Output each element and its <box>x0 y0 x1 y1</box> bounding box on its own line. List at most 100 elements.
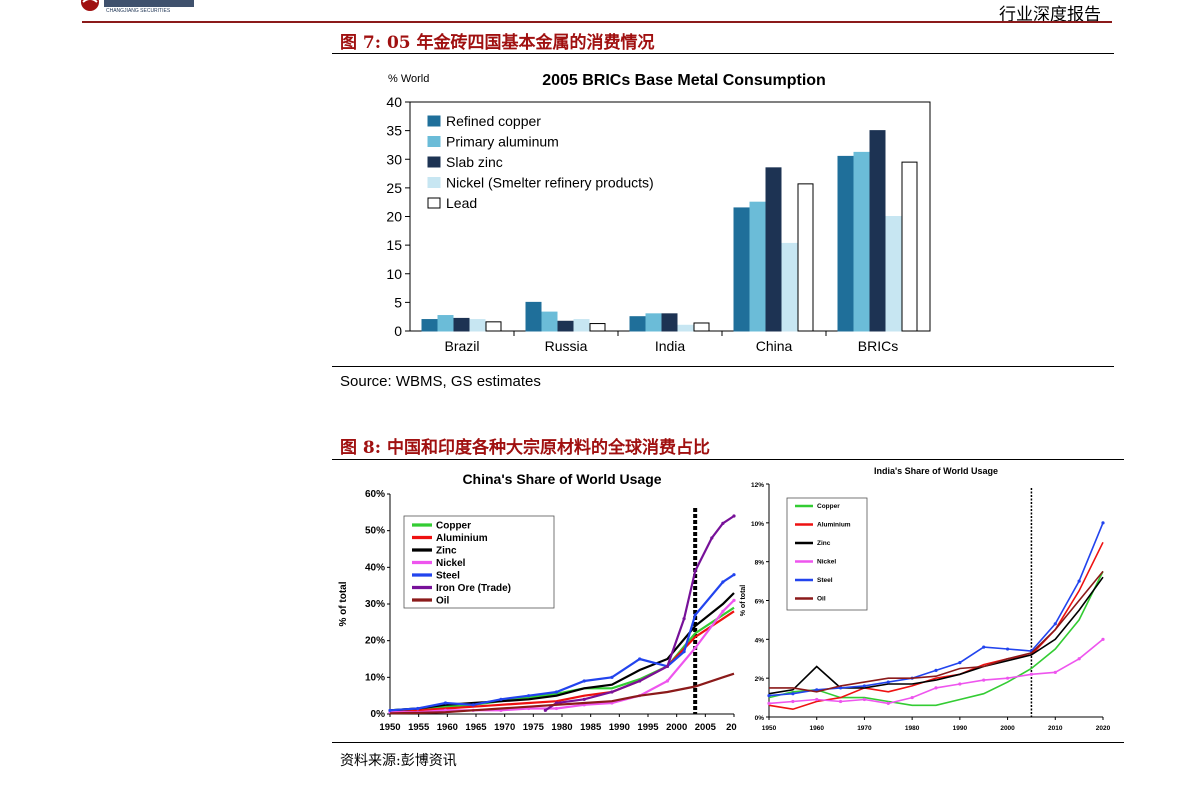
china-series-aluminium <box>389 610 735 714</box>
india-point-steel <box>958 661 962 665</box>
india-point-nickel <box>1053 670 1057 674</box>
china-point-steel <box>471 703 475 707</box>
india-point-nickel <box>958 682 962 686</box>
bar-russia-nickel-smelter-refinery-products <box>573 319 590 332</box>
india-point-steel <box>767 694 771 698</box>
bar-chart-xtick-label: BRICs <box>858 338 898 354</box>
company-logo: CHANGJIANG SECURITIES <box>81 0 194 14</box>
india-point-nickel <box>934 686 938 690</box>
bar-brazil-refined-copper <box>421 319 438 332</box>
india-point-steel <box>934 668 938 672</box>
bar-brazil-primary-aluminum <box>437 315 454 332</box>
bar-china-nickel-smelter-refinery-products <box>781 242 798 332</box>
bar-chart-ytick-label: 25 <box>386 180 402 196</box>
india-point-nickel <box>1029 672 1034 676</box>
legend-label-slab-zinc: Slab zinc <box>446 154 503 170</box>
legend-label-nickel-smelter-refinery-products: Nickel (Smelter refinery products) <box>446 175 654 191</box>
china-xtick-label: 1975 <box>523 722 545 733</box>
india-series-zinc <box>768 576 1104 695</box>
bar-chart-ytick-label: 35 <box>386 123 402 139</box>
figure7-title: 图 7: 05 年金砖四国基本金属的消费情况 <box>340 33 655 53</box>
china-point-iron-ore-trade <box>665 664 670 668</box>
india-point-nickel <box>838 699 843 704</box>
bar-chart-ytick-label: 5 <box>394 294 402 310</box>
india-point-nickel <box>1101 637 1105 641</box>
bar-chart-xtick-label: Russia <box>545 338 588 354</box>
bar-india-primary-aluminum <box>645 313 662 332</box>
india-xtick-label: 2000 <box>1000 725 1015 732</box>
china-series-nickel <box>390 599 735 714</box>
india-title: India's Share of World Usage <box>874 466 998 476</box>
china-point-iron-ore-trade <box>682 617 686 621</box>
bar-russia-primary-aluminum <box>541 311 558 332</box>
bar-chart-ytick-label: 10 <box>386 266 402 282</box>
india-point-nickel <box>815 697 819 702</box>
china-point-iron-ore-trade <box>638 679 642 683</box>
header-divider <box>82 21 1112 23</box>
bar-brazil-lead <box>485 321 502 332</box>
india-point-nickel <box>862 697 867 702</box>
india-ytick-label: 12% <box>751 482 764 489</box>
china-point-steel <box>554 690 559 694</box>
china-xtick-label: 1985 <box>580 722 602 733</box>
figure8-bottom-rule <box>332 742 1124 743</box>
bar-chart-ytick-label: 30 <box>386 151 402 167</box>
legend-swatch-lead <box>427 197 441 209</box>
bar-chart-ytick-label: 15 <box>386 237 402 253</box>
china-point-steel <box>388 708 392 712</box>
figure8-source: 资料来源:彭博资讯 <box>340 753 457 769</box>
bar-russia-refined-copper <box>525 301 542 332</box>
china-point-steel <box>443 701 448 705</box>
china-ytick-label: 10% <box>365 672 385 683</box>
india-ytick-label: 4% <box>755 637 765 644</box>
figure8-title: 图 8: 中国和印度各种大宗原材料的全球消费占比 <box>340 438 710 458</box>
china-xtick-label: 1955 <box>408 722 430 733</box>
india-xtick-label: 1960 <box>809 725 824 732</box>
bar-brazil-nickel-smelter-refinery-products <box>469 319 486 332</box>
china-point-nickel <box>721 609 725 613</box>
bar-china-slab-zinc <box>765 167 782 332</box>
india-ytick-label: 6% <box>755 599 765 606</box>
china-ytick-label: 20% <box>365 636 385 647</box>
china-legend-label-copper: Copper <box>436 520 471 531</box>
china-point-steel <box>527 694 531 698</box>
bar-india-lead <box>693 322 710 332</box>
india-xtick-label: 1990 <box>953 725 968 732</box>
india-legend-label-zinc: Zinc <box>817 540 831 547</box>
india-point-steel <box>862 684 867 688</box>
china-point-steel <box>732 573 736 577</box>
india-point-nickel <box>982 678 986 682</box>
bar-chart-ytick-label: 40 <box>386 94 402 110</box>
legend-swatch-refined-copper <box>427 115 441 127</box>
bar-india-nickel-smelter-refinery-products <box>677 324 694 332</box>
india-ylabel: % of total <box>740 585 747 617</box>
china-xtick-label: 1960 <box>437 722 458 733</box>
india-point-steel <box>791 692 795 696</box>
india-legend-box <box>786 497 868 611</box>
china-legend-label-iron-ore-trade: Iron Ore (Trade) <box>436 583 511 594</box>
china-xtick-label: 1965 <box>465 722 487 733</box>
china-point-iron-ore-trade <box>582 697 586 701</box>
bar-chart-ytick-label: 0 <box>394 323 402 339</box>
logo-text: CHANGJIANG SECURITIES <box>106 8 171 14</box>
china-ytick-label: 40% <box>365 562 385 573</box>
bar-chart-xtick-label: China <box>756 338 793 354</box>
china-point-nickel <box>554 706 559 711</box>
india-series-oil <box>769 570 1104 693</box>
india-point-steel <box>1005 647 1010 651</box>
legend-swatch-nickel-smelter-refinery-products <box>427 177 441 188</box>
china-ytick-label: 50% <box>365 526 385 537</box>
china-point-iron-ore-trade <box>732 514 736 518</box>
china-line-chart: China's Share of World Usage 0% 10% 20% 30% 4… <box>338 471 737 733</box>
bar-chart-xtick-label: India <box>655 338 686 354</box>
china-ytick-label: 30% <box>365 599 385 610</box>
bar-brics-lead <box>901 161 918 332</box>
bar-russia-slab-zinc <box>557 320 574 332</box>
china-point-steel <box>638 657 642 661</box>
china-legend-label-aluminium: Aluminium <box>436 533 488 544</box>
india-ytick-label: 10% <box>751 521 764 528</box>
india-series-copper <box>768 571 1104 707</box>
china-legend-label-oil: Oil <box>436 595 450 606</box>
china-xtick-label: 1995 <box>637 722 659 733</box>
india-point-steel <box>982 645 986 649</box>
